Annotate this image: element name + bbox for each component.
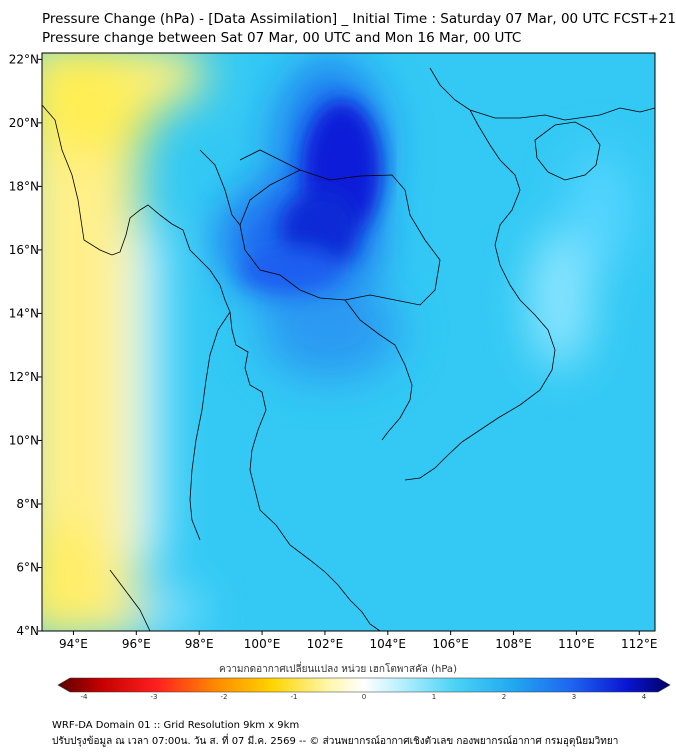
lon-tick-label: 112°E xyxy=(621,637,658,651)
lon-tick-label: 104°E xyxy=(370,637,407,651)
colorbar-tick-label: -1 xyxy=(291,693,298,701)
lon-tick-label: 102°E xyxy=(307,637,344,651)
colorbar-tick-label: -4 xyxy=(81,693,89,701)
colorbar-ticks: -4 -3 -2 -1 0 1 2 3 4 xyxy=(81,693,647,701)
lon-tick-label: 94°E xyxy=(59,637,88,651)
lat-tick-label: 22°N xyxy=(9,52,39,66)
lat-tick-label: 16°N xyxy=(9,243,39,257)
colorbar-tick-label: 3 xyxy=(572,693,576,701)
colorbar-tick-label: -3 xyxy=(151,693,158,701)
lon-tick-label: 98°E xyxy=(185,637,214,651)
chart-title: Pressure Change (hPa) - [Data Assimilati… xyxy=(42,11,676,27)
lon-tick-label: 106°E xyxy=(432,637,469,651)
lat-tick-label: 12°N xyxy=(9,370,39,384)
chart-subtitle: Pressure change between Sat 07 Mar, 00 U… xyxy=(42,30,522,46)
footer-credit: ปรับปรุงข้อมูล ณ เวลา 07:00น. วัน ส. ที่… xyxy=(52,736,619,747)
colorbar-tick-label: 0 xyxy=(362,693,366,701)
lat-tick-label: 20°N xyxy=(9,116,39,130)
lon-tick-label: 110°E xyxy=(558,637,595,651)
footer-model-info: WRF-DA Domain 01 :: Grid Resolution 9km … xyxy=(52,720,300,731)
lat-tick-label: 18°N xyxy=(9,179,39,193)
lon-tick-label: 100°E xyxy=(244,637,281,651)
longitude-axis: 94°E 96°E 98°E 100°E 102°E 104°E 106°E 108°E 110… xyxy=(59,631,658,651)
colorbar: -4 -3 -2 -1 0 1 2 3 4 xyxy=(57,677,671,701)
lon-tick-label: 108°E xyxy=(495,637,532,651)
colorbar-bar xyxy=(57,677,671,693)
lat-tick-label: 8°N xyxy=(16,497,39,511)
colorbar-tick-label: -2 xyxy=(221,693,228,701)
colorbar-tick-label: 2 xyxy=(502,693,506,701)
lat-tick-label: 10°N xyxy=(9,433,39,447)
colorbar-tick-label: 1 xyxy=(432,693,436,701)
colorbar-title: ความกดอากาศเปลี่ยนแปลง หน่วย เฮกโตพาสคัล… xyxy=(219,664,457,675)
pressure-field xyxy=(42,53,655,631)
map-frame xyxy=(41,52,656,632)
lat-tick-label: 4°N xyxy=(16,624,39,638)
latitude-axis: 4°N 6°N 8°N 10°N 12°N 14°N 16°N 18°N 20°N 22°N xyxy=(9,52,42,638)
lat-tick-label: 6°N xyxy=(16,560,39,574)
lon-tick-label: 96°E xyxy=(122,637,151,651)
colorbar-tick-label: 4 xyxy=(642,693,647,701)
lat-tick-label: 14°N xyxy=(9,306,39,320)
coastlines xyxy=(42,67,655,631)
